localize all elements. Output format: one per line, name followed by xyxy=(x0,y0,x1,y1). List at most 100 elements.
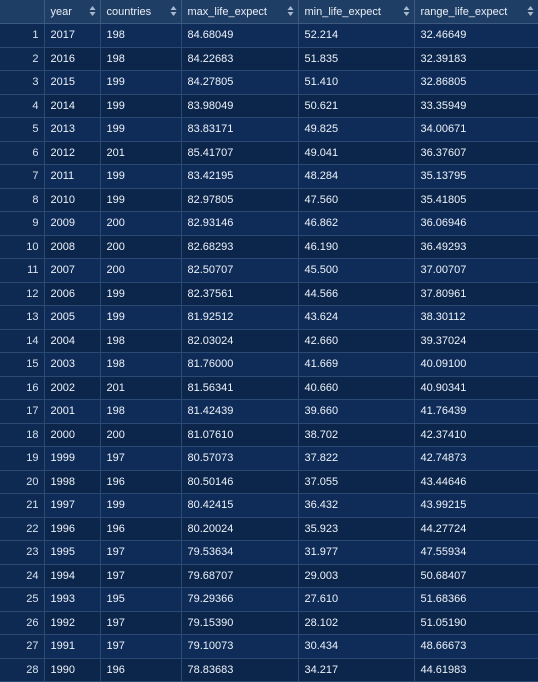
table-cell-min-life-expect[interactable]: 51.835 xyxy=(298,47,415,71)
table-cell-range-life-expect[interactable]: 38.30112 xyxy=(414,305,538,330)
table-row[interactable]: 21 1997 199 80.42415 36.432 43.99215 xyxy=(0,493,538,518)
table-cell-range-life-expect[interactable]: 42.74873 xyxy=(414,446,538,471)
table-row[interactable]: 3 2015 199 84.27805 51.410 32.86805 xyxy=(0,70,538,95)
table-cell-year[interactable]: 1993 xyxy=(44,587,101,612)
table-cell-year[interactable]: 2011 xyxy=(44,164,101,189)
table-cell-min-life-expect[interactable]: 47.560 xyxy=(298,188,415,212)
column-header-max-life-expect[interactable]: max_life_expect xyxy=(181,0,299,24)
table-cell-max-life-expect[interactable]: 78.83683 xyxy=(181,658,299,682)
table-cell-year[interactable]: 1995 xyxy=(44,540,101,565)
table-cell-range-life-expect[interactable]: 44.61983 xyxy=(414,658,538,682)
table-cell-min-life-expect[interactable]: 41.669 xyxy=(298,352,415,377)
table-row[interactable]: 18 2000 200 81.07610 38.702 42.37410 xyxy=(0,423,538,447)
table-row[interactable]: 13 2005 199 81.92512 43.624 38.30112 xyxy=(0,305,538,330)
table-cell-range-life-expect[interactable]: 32.46649 xyxy=(414,23,538,48)
table-cell-range-life-expect[interactable]: 50.68407 xyxy=(414,564,538,588)
table-cell-min-life-expect[interactable]: 36.432 xyxy=(298,493,415,518)
table-cell-countries[interactable]: 200 xyxy=(100,235,182,259)
table-cell-countries[interactable]: 201 xyxy=(100,376,182,400)
table-cell-year[interactable]: 2001 xyxy=(44,399,101,424)
table-row[interactable]: 19 1999 197 80.57073 37.822 42.74873 xyxy=(0,446,538,471)
table-cell-countries[interactable]: 200 xyxy=(100,423,182,447)
table-row[interactable]: 11 2007 200 82.50707 45.500 37.00707 xyxy=(0,258,538,283)
table-cell-countries[interactable]: 197 xyxy=(100,611,182,635)
table-row[interactable]: 8 2010 199 82.97805 47.560 35.41805 xyxy=(0,188,538,212)
table-row[interactable]: 4 2014 199 83.98049 50.621 33.35949 xyxy=(0,94,538,118)
table-cell-year[interactable]: 1994 xyxy=(44,564,101,588)
table-cell-countries[interactable]: 195 xyxy=(100,587,182,612)
table-row[interactable]: 15 2003 198 81.76000 41.669 40.09100 xyxy=(0,352,538,377)
table-cell-min-life-expect[interactable]: 37.055 xyxy=(298,470,415,494)
table-cell-min-life-expect[interactable]: 40.660 xyxy=(298,376,415,400)
table-cell-countries[interactable]: 199 xyxy=(100,94,182,118)
table-row[interactable]: 22 1996 196 80.20024 35.923 44.27724 xyxy=(0,517,538,541)
table-cell-min-life-expect[interactable]: 45.500 xyxy=(298,258,415,283)
table-cell-min-life-expect[interactable]: 52.214 xyxy=(298,23,415,48)
table-row[interactable]: 12 2006 199 82.37561 44.566 37.80961 xyxy=(0,282,538,306)
table-cell-min-life-expect[interactable]: 48.284 xyxy=(298,164,415,189)
table-row[interactable]: 23 1995 197 79.53634 31.977 47.55934 xyxy=(0,540,538,565)
table-row[interactable]: 10 2008 200 82.68293 46.190 36.49293 xyxy=(0,235,538,259)
table-cell-range-life-expect[interactable]: 39.37024 xyxy=(414,329,538,353)
table-cell-max-life-expect[interactable]: 84.27805 xyxy=(181,70,299,95)
table-cell-max-life-expect[interactable]: 82.50707 xyxy=(181,258,299,283)
table-cell-countries[interactable]: 200 xyxy=(100,211,182,236)
table-cell-max-life-expect[interactable]: 80.57073 xyxy=(181,446,299,471)
table-cell-year[interactable]: 1990 xyxy=(44,658,101,682)
table-cell-countries[interactable]: 197 xyxy=(100,446,182,471)
table-cell-min-life-expect[interactable]: 39.660 xyxy=(298,399,415,424)
table-cell-max-life-expect[interactable]: 82.93146 xyxy=(181,211,299,236)
table-cell-range-life-expect[interactable]: 36.06946 xyxy=(414,211,538,236)
table-cell-range-life-expect[interactable]: 37.80961 xyxy=(414,282,538,306)
table-cell-year[interactable]: 1992 xyxy=(44,611,101,635)
table-cell-range-life-expect[interactable]: 35.13795 xyxy=(414,164,538,189)
table-cell-max-life-expect[interactable]: 82.03024 xyxy=(181,329,299,353)
table-row[interactable]: 16 2002 201 81.56341 40.660 40.90341 xyxy=(0,376,538,400)
table-cell-range-life-expect[interactable]: 37.00707 xyxy=(414,258,538,283)
table-cell-year[interactable]: 2008 xyxy=(44,235,101,259)
table-cell-max-life-expect[interactable]: 83.42195 xyxy=(181,164,299,189)
table-row[interactable]: 26 1992 197 79.15390 28.102 51.05190 xyxy=(0,611,538,635)
sort-icon[interactable] xyxy=(527,5,534,17)
table-row[interactable]: 6 2012 201 85.41707 49.041 36.37607 xyxy=(0,141,538,165)
table-cell-countries[interactable]: 199 xyxy=(100,188,182,212)
table-cell-min-life-expect[interactable]: 46.190 xyxy=(298,235,415,259)
table-row[interactable]: 14 2004 198 82.03024 42.660 39.37024 xyxy=(0,329,538,353)
table-row[interactable]: 2 2016 198 84.22683 51.835 32.39183 xyxy=(0,47,538,71)
sort-icon[interactable] xyxy=(287,5,294,17)
table-cell-range-life-expect[interactable]: 48.66673 xyxy=(414,634,538,659)
table-cell-max-life-expect[interactable]: 79.29366 xyxy=(181,587,299,612)
table-cell-countries[interactable]: 201 xyxy=(100,141,182,165)
table-cell-range-life-expect[interactable]: 51.05190 xyxy=(414,611,538,635)
table-cell-min-life-expect[interactable]: 50.621 xyxy=(298,94,415,118)
table-cell-year[interactable]: 2016 xyxy=(44,47,101,71)
table-cell-max-life-expect[interactable]: 79.15390 xyxy=(181,611,299,635)
table-cell-range-life-expect[interactable]: 41.76439 xyxy=(414,399,538,424)
table-row[interactable]: 17 2001 198 81.42439 39.660 41.76439 xyxy=(0,399,538,424)
table-cell-min-life-expect[interactable]: 30.434 xyxy=(298,634,415,659)
table-cell-max-life-expect[interactable]: 81.76000 xyxy=(181,352,299,377)
table-cell-max-life-expect[interactable]: 81.07610 xyxy=(181,423,299,447)
table-cell-min-life-expect[interactable]: 29.003 xyxy=(298,564,415,588)
table-cell-countries[interactable]: 199 xyxy=(100,493,182,518)
table-cell-year[interactable]: 2006 xyxy=(44,282,101,306)
table-row[interactable]: 7 2011 199 83.42195 48.284 35.13795 xyxy=(0,164,538,189)
table-cell-max-life-expect[interactable]: 80.20024 xyxy=(181,517,299,541)
table-cell-range-life-expect[interactable]: 36.49293 xyxy=(414,235,538,259)
table-cell-year[interactable]: 2005 xyxy=(44,305,101,330)
table-row[interactable]: 25 1993 195 79.29366 27.610 51.68366 xyxy=(0,587,538,612)
table-cell-min-life-expect[interactable]: 31.977 xyxy=(298,540,415,565)
table-cell-countries[interactable]: 200 xyxy=(100,258,182,283)
table-cell-max-life-expect[interactable]: 84.22683 xyxy=(181,47,299,71)
table-cell-year[interactable]: 2002 xyxy=(44,376,101,400)
table-cell-range-life-expect[interactable]: 43.99215 xyxy=(414,493,538,518)
table-cell-range-life-expect[interactable]: 35.41805 xyxy=(414,188,538,212)
table-cell-range-life-expect[interactable]: 32.86805 xyxy=(414,70,538,95)
table-cell-countries[interactable]: 196 xyxy=(100,517,182,541)
table-cell-countries[interactable]: 199 xyxy=(100,164,182,189)
table-cell-min-life-expect[interactable]: 43.624 xyxy=(298,305,415,330)
table-row[interactable]: 20 1998 196 80.50146 37.055 43.44646 xyxy=(0,470,538,494)
sort-icon[interactable] xyxy=(403,5,410,17)
table-cell-year[interactable]: 2012 xyxy=(44,141,101,165)
table-cell-countries[interactable]: 196 xyxy=(100,658,182,682)
